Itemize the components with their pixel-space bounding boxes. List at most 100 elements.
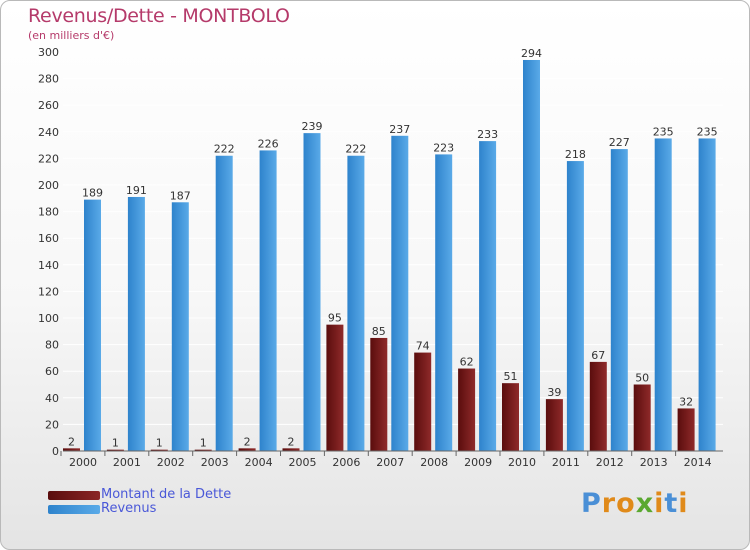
debt-bar [282,448,300,451]
debt-bar [545,399,563,451]
x-tick-label: 2004 [245,456,273,469]
debt-value-label: 1 [156,437,163,450]
debt-value-label: 74 [416,340,430,353]
revenue-bar [698,138,716,451]
axes: 0 20 40 60 80 100 120 140 160 180 200 220 240 260 280 3… [38,46,723,469]
revenue-value-label: 235 [653,125,674,138]
revenue-value-label: 235 [697,125,718,138]
y-tick-label: 0 [52,445,59,458]
revenue-value-label: 233 [477,128,498,141]
y-tick-label: 20 [45,418,59,431]
x-tick-label: 2011 [552,456,580,469]
y-tick-label: 140 [38,259,59,272]
debt-bar [633,384,651,451]
debt-bar [150,449,168,451]
revenue-bar [654,138,672,451]
chart-subtitle: (en milliers d'€) [28,29,115,42]
legend-debt-label: Montant de la Dette [101,487,232,502]
x-tick-label: 2014 [684,456,712,469]
revenue-value-label: 294 [521,47,542,60]
logo-letter: i [654,488,665,519]
y-tick-label: 60 [45,365,59,378]
x-tick-label: 2000 [69,456,97,469]
x-tick-label: 2012 [596,456,624,469]
revenue-value-label: 227 [609,136,630,149]
debt-bar [106,449,124,451]
revenue-bar [347,155,365,452]
revenue-bar [566,161,584,451]
revenue-bar [171,202,189,451]
logo-letter: x [635,488,655,519]
x-tick-label: 2005 [289,456,317,469]
revenue-bar [259,150,277,452]
y-tick-label: 40 [45,392,59,405]
chart-title: Revenus/Dette - MONTBOLO [28,5,290,27]
y-tick-label: 80 [45,339,59,352]
debt-bar [677,408,695,451]
debt-bar [194,449,212,451]
revenue-value-label: 239 [302,120,323,133]
debt-value-label: 62 [460,356,474,369]
logo-letter: o [616,488,636,519]
legend-revenue-swatch [48,505,100,514]
legend-revenue-label: Revenus [101,501,157,516]
revenue-value-label: 189 [82,187,103,200]
revenue-value-label: 191 [126,184,147,197]
y-tick-label: 300 [38,46,59,59]
revenue-bar [127,196,145,451]
logo-letter: i [678,488,689,519]
debt-value-label: 50 [635,372,649,385]
revenue-bar [84,199,101,451]
debt-value-label: 95 [328,312,342,325]
y-tick-label: 180 [38,206,59,219]
debt-bar [589,361,607,451]
legend-debt-swatch [48,491,100,500]
revenue-value-label: 237 [389,123,410,136]
revenue-value-label: 226 [258,137,279,150]
x-tick-label: 2010 [508,456,536,469]
logo-letter: t [664,488,679,519]
debt-bar [238,448,256,451]
revenue-value-label: 218 [565,148,586,161]
debt-bar [502,383,519,451]
debt-value-label: 1 [112,437,119,450]
logo-letter: r [601,488,617,519]
y-tick-label: 260 [38,99,59,112]
proxiti-logo: Proxiti [581,488,689,519]
y-tick-label: 280 [38,73,59,86]
debt-value-label: 51 [504,370,518,383]
revenue-bar [610,149,628,451]
data-labels: 2189119111871222222622399522285237742236… [68,47,718,450]
x-tick-label: 2006 [332,456,360,469]
debt-value-label: 67 [591,349,605,362]
x-tick-label: 2008 [420,456,448,469]
logo-letter: P [581,488,602,519]
debt-value-label: 2 [244,435,251,448]
revenue-bar [215,155,233,452]
revenue-bar [435,154,453,451]
debt-value-label: 32 [679,395,693,408]
x-tick-label: 2003 [201,456,229,469]
y-tick-label: 240 [38,126,59,139]
y-tick-label: 200 [38,179,59,192]
y-tick-label: 220 [38,152,59,165]
y-tick-label: 160 [38,232,59,245]
debt-bar [63,448,80,451]
revenue-value-label: 222 [214,143,235,156]
debt-value-label: 85 [372,325,386,338]
x-tick-label: 2002 [157,456,185,469]
debt-value-label: 2 [288,435,295,448]
revenue-value-label: 223 [433,141,454,154]
debt-value-label: 39 [547,386,561,399]
revenue-value-label: 222 [345,143,366,156]
y-tick-label: 120 [38,285,59,298]
legend-debt: Montant de la Dette [48,487,232,502]
revenue-bar [479,141,497,452]
x-tick-label: 2001 [113,456,141,469]
revenue-bar [523,59,540,451]
x-tick-label: 2007 [376,456,404,469]
debt-bar [458,368,476,451]
debt-bar [414,352,432,451]
